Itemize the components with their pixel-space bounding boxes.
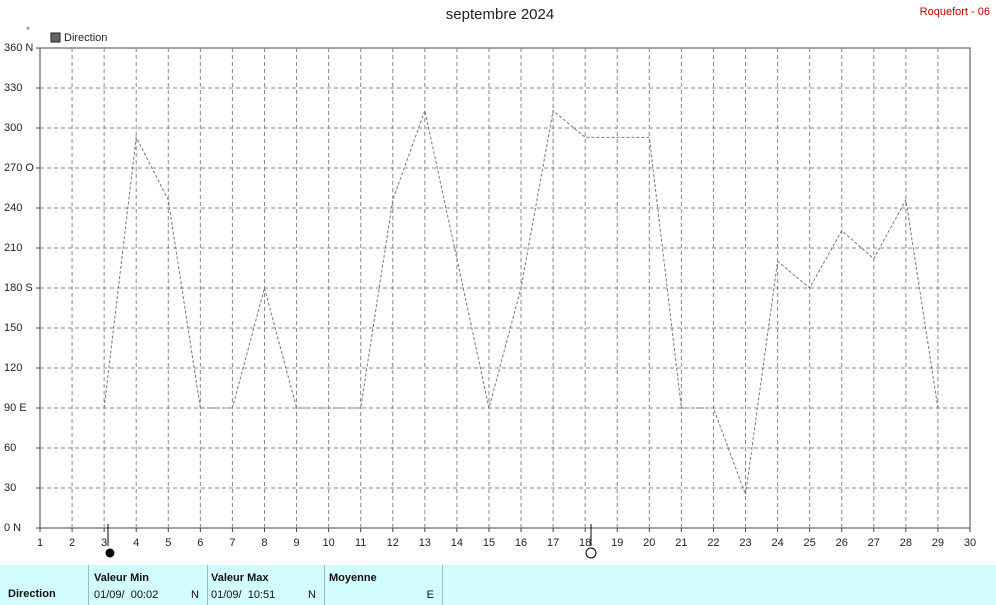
y-tick-label: 150 bbox=[4, 322, 22, 334]
y-tick-label: 120 bbox=[4, 362, 22, 374]
x-tick-label: 18 bbox=[579, 537, 591, 549]
legend-label: Direction bbox=[64, 32, 107, 44]
min-time: 01/09/ 00:02 bbox=[94, 589, 159, 601]
x-tick-label: 28 bbox=[900, 537, 912, 549]
chart-title: septembre 2024 bbox=[446, 6, 554, 23]
x-tick-label: 19 bbox=[611, 537, 623, 549]
full-moon-icon bbox=[585, 547, 597, 559]
x-tick-label: 4 bbox=[133, 537, 139, 549]
cell: Valeur Max 01/09/ 10:51 N bbox=[206, 565, 325, 605]
x-tick-label: 8 bbox=[261, 537, 267, 549]
x-tick-label: 30 bbox=[964, 537, 976, 549]
x-tick-label: 25 bbox=[804, 537, 816, 549]
y-tick-label: 30 bbox=[4, 482, 16, 494]
x-tick-label: 26 bbox=[836, 537, 848, 549]
x-tick-label: 17 bbox=[547, 537, 559, 549]
mean-title: Moyenne bbox=[329, 572, 377, 584]
x-tick-label: 23 bbox=[739, 537, 751, 549]
new-moon-icon bbox=[105, 548, 115, 558]
max-value: N bbox=[308, 589, 316, 601]
x-tick-label: 2 bbox=[69, 537, 75, 549]
x-tick-label: 9 bbox=[293, 537, 299, 549]
x-tick-label: 12 bbox=[387, 537, 399, 549]
y-tick-label: 60 bbox=[4, 442, 16, 454]
x-tick-label: 11 bbox=[355, 537, 366, 549]
x-tick-label: 7 bbox=[229, 537, 235, 549]
row-label: Direction bbox=[8, 588, 56, 600]
chart: septembre 2024 Roquefort - 06 ° Directio… bbox=[4, 6, 990, 559]
x-tick-label: 29 bbox=[932, 537, 944, 549]
x-tick-label: 13 bbox=[419, 537, 431, 549]
x-tick-label: 20 bbox=[643, 537, 655, 549]
x-tick-label: 16 bbox=[515, 537, 527, 549]
cell: Moyenne E bbox=[324, 565, 443, 605]
max-title: Valeur Max bbox=[211, 572, 269, 584]
x-tick-label: 21 bbox=[675, 537, 687, 549]
y-tick-label: 180 S bbox=[4, 282, 33, 294]
y-tick-label: 210 bbox=[4, 242, 22, 254]
x-tick-label: 5 bbox=[165, 537, 171, 549]
y-tick-label: 300 bbox=[4, 122, 22, 134]
legend-swatch bbox=[50, 32, 61, 43]
x-tick-label: 14 bbox=[451, 537, 463, 549]
x-tick-label: 3 bbox=[101, 537, 107, 549]
summary-table: Direction Valeur Min 01/09/ 00:02 N Vale… bbox=[0, 565, 996, 605]
x-tick-label: 15 bbox=[483, 537, 495, 549]
x-tick-label: 6 bbox=[197, 537, 203, 549]
station: Roquefort - 06 bbox=[920, 6, 990, 18]
y-tick-label: 0 N bbox=[4, 522, 21, 534]
cell: Valeur Min 01/09/ 00:02 N bbox=[88, 565, 208, 605]
x-tick-label: 22 bbox=[707, 537, 719, 549]
x-tick-label: 27 bbox=[868, 537, 880, 549]
cell: Direction bbox=[0, 565, 89, 605]
y-tick-label: 330 bbox=[4, 82, 22, 94]
min-value: N bbox=[191, 589, 199, 601]
data-line bbox=[103, 108, 939, 495]
x-tick-label: 1 bbox=[37, 537, 43, 549]
max-time: 01/09/ 10:51 bbox=[211, 589, 276, 601]
y-tick-label: 90 E bbox=[4, 402, 27, 414]
x-tick-label: 10 bbox=[322, 537, 334, 549]
y-tick-label: 240 bbox=[4, 202, 22, 214]
min-title: Valeur Min bbox=[94, 572, 150, 584]
y-tick-label: 270 O bbox=[4, 162, 34, 174]
mean-value: E bbox=[426, 589, 434, 601]
x-tick-label: 24 bbox=[771, 537, 783, 549]
unit-label: ° bbox=[26, 25, 30, 35]
y-tick-label: 360 N bbox=[4, 42, 33, 54]
